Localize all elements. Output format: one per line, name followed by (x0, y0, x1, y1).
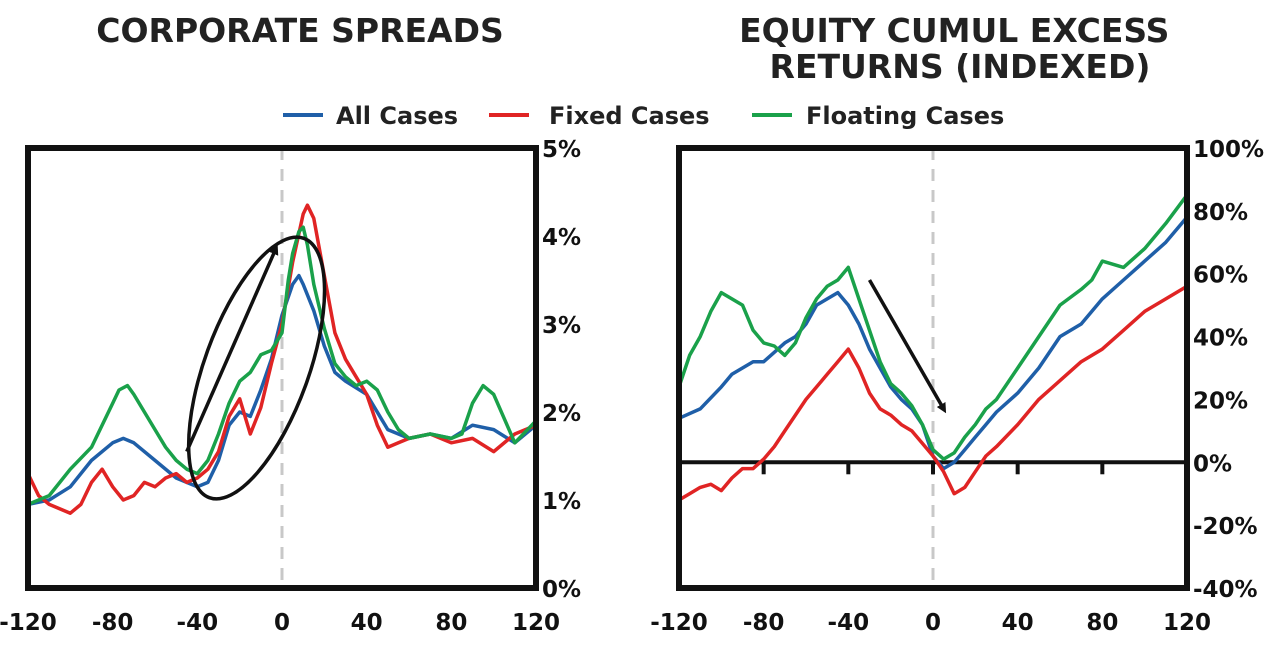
chart-1-annotation-ellipse (186, 235, 327, 501)
chart-1-y-tick-label: 2% (542, 401, 581, 427)
legend-label-floating-cases: Floating Cases (806, 102, 1004, 130)
legend-label-fixed-cases: Fixed Cases (549, 102, 710, 130)
chart-2-y-tick-label: 0% (1193, 451, 1232, 477)
chart-1-x-tick-label: 80 (435, 610, 467, 636)
chart-2-y-tick-label: 80% (1193, 200, 1248, 226)
chart-2-series-all-cases (678, 215, 1189, 471)
chart-2-y-tick-label: 40% (1193, 326, 1248, 352)
chart-1-series-floating-cases (27, 225, 538, 507)
chart-2-series-fixed-cases (678, 284, 1188, 502)
chart-1-corporate-spreads: -120 -80 -40 0 40 80 120 0% 1% 2% 3% 4% 5% (0, 137, 581, 636)
chart-1-series-fixed-cases (26, 203, 537, 515)
chart-1-x-tick-label: -80 (92, 610, 134, 636)
chart-1-x-tick-label: -120 (0, 610, 57, 636)
chart-1-x-tick-label: -40 (177, 610, 219, 636)
chart-2-y-tick-label: 100% (1193, 137, 1264, 163)
legend-item-all-cases: All Cases (283, 102, 458, 130)
chart-2-x-tick-label: 0 (925, 610, 941, 636)
chart-2-title: EQUITY CUMUL EXCESS RETURNS (INDEXED) (739, 11, 1181, 86)
chart-1-x-tick-label: 40 (351, 610, 383, 636)
chart-2-y-tick-label: -40% (1193, 577, 1258, 603)
legend-label-all-cases: All Cases (336, 102, 458, 130)
chart-1-annotation-arrow (185, 244, 279, 453)
legend: All Cases Fixed Cases Floating Cases (283, 102, 1004, 130)
chart-1-y-tick-label: 1% (542, 489, 581, 515)
chart-2-series-floating-cases (677, 194, 1189, 461)
chart-2-x-tick-label: 120 (1163, 610, 1211, 636)
chart-2-title-line-2: RETURNS (INDEXED) (770, 47, 1151, 86)
chart-1-plot-frame (25, 145, 539, 591)
chart-2-plot-frame (676, 145, 1190, 591)
chart-1-y-tick-label: 4% (542, 225, 581, 251)
chart-2-annotation-arrow (867, 279, 947, 414)
chart-1-y-tick-label: 3% (542, 313, 581, 339)
chart-2-x-tick-label: -120 (650, 610, 708, 636)
chart-2-title-line-1: EQUITY CUMUL EXCESS (739, 11, 1169, 50)
chart-1-x-tick-label: 120 (512, 610, 560, 636)
chart-2-y-tick-label: 20% (1193, 388, 1248, 414)
chart-1-title: CORPORATE SPREADS (96, 11, 503, 50)
chart-2-x-tick-label: 80 (1086, 610, 1118, 636)
chart-2-x-tick-label: -40 (828, 610, 870, 636)
chart-2-y-tick-label: -20% (1193, 514, 1258, 540)
legend-item-fixed-cases: Fixed Cases (489, 102, 710, 130)
chart-2-equity-excess-returns: -120 -80 -40 0 40 80 120 -40% -20% 0% 20% 40% 60% 80%… (650, 137, 1264, 636)
chart-2-x-tick-label: -80 (743, 610, 785, 636)
chart-2-x-tick-label: 40 (1002, 610, 1034, 636)
chart-1-y-tick-label: 5% (542, 137, 581, 163)
legend-item-floating-cases: Floating Cases (752, 102, 1004, 130)
chart-1-x-tick-label: 0 (274, 610, 290, 636)
chart-1-y-tick-label: 0% (542, 577, 581, 603)
chart-2-y-tick-label: 60% (1193, 263, 1248, 289)
